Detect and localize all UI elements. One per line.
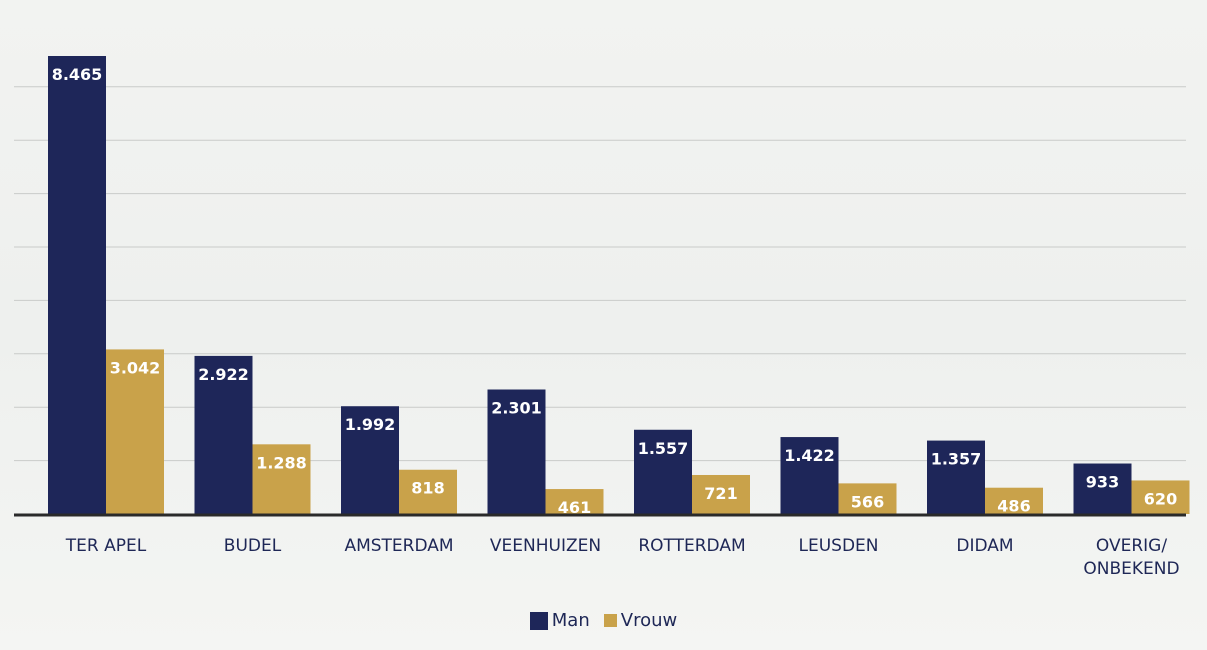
bar-vrouw-6 [985, 487, 1043, 514]
bar-vrouw-2 [399, 469, 457, 514]
data-label-man-2: 1.992 [345, 415, 396, 434]
x-tick-label-6: DIDAM [956, 536, 1013, 556]
data-label-man-5: 1.422 [784, 446, 835, 465]
legend-swatch-man [529, 611, 548, 630]
data-label-vrouw-0: 3.042 [110, 358, 161, 377]
bar-man-4 [634, 429, 692, 514]
bar-man-7 [1073, 463, 1132, 514]
x-tick-label-3: VEENHUIZEN [490, 536, 601, 556]
data-label-man-0: 8.465 [52, 65, 103, 84]
legend-swatch-vrouw [603, 614, 617, 627]
bar-vrouw-0 [106, 349, 164, 514]
x-tick-label-5: LEUSDEN [799, 536, 879, 556]
bar-vrouw-5 [838, 483, 897, 514]
bar-man-2 [341, 406, 399, 514]
data-label-man-4: 1.557 [638, 439, 689, 458]
bar-man-1 [194, 355, 253, 514]
legend: Man Vrouw [0, 610, 1207, 631]
bar-vrouw-4 [692, 474, 750, 514]
x-tick-label-2: AMSTERDAM [344, 536, 453, 556]
legend-label-vrouw: Vrouw [620, 610, 678, 631]
legend-item-man: Man [529, 610, 590, 631]
x-tick-label-1: BUDEL [224, 536, 282, 556]
data-label-vrouw-1: 1.288 [256, 453, 307, 472]
data-label-vrouw-4: 721 [704, 484, 737, 503]
bar-vrouw-7 [1131, 480, 1190, 514]
legend-label-man: Man [551, 610, 590, 631]
bar-vrouw-3 [545, 489, 604, 514]
data-label-vrouw-6: 486 [997, 497, 1030, 516]
data-label-man-1: 2.922 [198, 365, 249, 384]
legend-item-vrouw: Vrouw [603, 610, 678, 631]
bar-man-6 [927, 440, 985, 514]
x-tick-label-7: OVERIG/ONBEKEND [1083, 536, 1179, 579]
data-label-vrouw-2: 818 [411, 479, 444, 498]
x-tick-label-0: TER APEL [65, 536, 147, 556]
data-label-man-3: 2.301 [491, 399, 542, 418]
data-label-vrouw-5: 566 [851, 492, 884, 511]
x-tick-label-4: ROTTERDAM [638, 536, 745, 556]
data-label-vrouw-7: 620 [1144, 489, 1177, 508]
data-label-man-6: 1.357 [931, 450, 982, 469]
data-label-man-7: 933 [1086, 473, 1119, 492]
data-label-vrouw-3: 461 [558, 498, 591, 517]
bar-vrouw-1 [252, 444, 311, 514]
bar-man-0 [48, 56, 106, 514]
bar-man-5 [780, 437, 839, 514]
bar-man-3 [487, 389, 546, 514]
